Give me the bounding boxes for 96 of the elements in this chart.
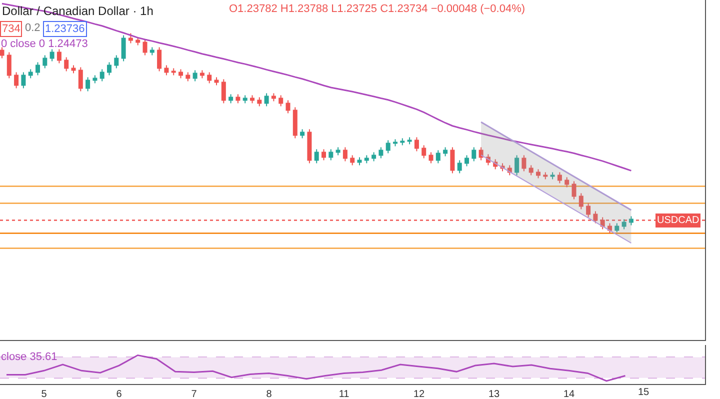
candlestick: [322, 148, 326, 161]
candlestick: [450, 146, 455, 174]
candlestick: [422, 144, 426, 159]
candlestick: [393, 138, 398, 147]
candlestick: [100, 68, 104, 82]
candlestick: [578, 192, 584, 210]
candlestick: [364, 154, 369, 164]
candlestick: [378, 146, 384, 159]
candlestick: [292, 106, 298, 139]
candlestick: [242, 94, 248, 104]
candlestick: [42, 54, 48, 69]
x-tick-label: 6: [116, 389, 122, 399]
candlestick: [572, 180, 576, 200]
candlestick: [121, 34, 126, 62]
candlestick: [528, 164, 534, 176]
candlestick: [171, 68, 176, 76]
candlestick: [436, 150, 440, 164]
candlestick: [386, 140, 390, 154]
candlestick: [228, 94, 234, 104]
candlestick: [50, 48, 54, 62]
x-tick-label: 14: [563, 389, 575, 399]
candlestick: [300, 128, 305, 139]
candlestick: [221, 78, 226, 104]
candlestick: [56, 48, 62, 64]
candlestick: [278, 94, 284, 107]
candlestick: [207, 72, 212, 84]
candlestick: [536, 168, 540, 179]
ref-line-label: USDCAD: [657, 215, 700, 226]
candlestick: [557, 172, 562, 184]
x-tick-label: 12: [413, 389, 425, 399]
candlestick: [543, 172, 548, 180]
annotation: 1.23736: [45, 23, 85, 35]
candlestick: [328, 148, 334, 161]
x-tick-label: 8: [266, 389, 272, 399]
text: O1.23782 H1.23788 L1.23725 C1.23734 −0.00048 (−0.04%): [229, 3, 526, 15]
candlestick: [28, 68, 33, 79]
candlestick: [86, 76, 90, 92]
x-tick-label: 7: [191, 389, 198, 399]
candlestick: [157, 46, 162, 72]
candlestick: [14, 72, 19, 89]
candlestick: [472, 146, 476, 162]
candlestick: [478, 146, 484, 161]
candlestick: [164, 64, 169, 76]
candlestick: [608, 222, 612, 234]
candlestick: [564, 176, 570, 188]
annotation: 0 close 0 1.24473: [1, 38, 88, 50]
candlestick: [114, 54, 119, 69]
candlestick: [307, 128, 312, 164]
candlestick: [336, 146, 340, 156]
x-tick-label: 11: [338, 389, 350, 399]
candlestick: [350, 154, 355, 166]
candlestick: [250, 94, 254, 104]
candlestick: [71, 64, 76, 74]
candlestick: [6, 52, 12, 79]
candlestick: [372, 152, 376, 162]
text: 15: [638, 387, 650, 398]
candlestick: [264, 92, 269, 107]
candlestick: [107, 62, 112, 76]
candlestick: [150, 46, 154, 56]
candlestick: [78, 66, 83, 92]
candlestick: [628, 216, 634, 226]
annotation: close 35.61: [1, 351, 58, 363]
x-tick-label: 13: [488, 389, 500, 399]
candlestick: [286, 100, 290, 114]
candlestick: [271, 92, 276, 102]
candlestick: [586, 202, 591, 218]
candlestick: [400, 138, 405, 146]
candlestick: [136, 36, 140, 46]
candlestick: [236, 94, 240, 104]
candlestick: [142, 38, 148, 56]
candlestick: [64, 56, 69, 72]
candlestick: [414, 136, 419, 152]
candlestick: [464, 154, 469, 167]
candlestick: [428, 152, 434, 164]
candlestick: [342, 146, 348, 162]
candlestick: [92, 74, 98, 84]
candlestick: [457, 160, 462, 174]
candlestick: [36, 62, 40, 76]
candlestick: [357, 156, 362, 166]
candlestick: [522, 154, 526, 172]
candlestick: [200, 70, 204, 79]
candlestick: [314, 148, 319, 164]
annotation: 734: [2, 23, 20, 35]
candlestick: [128, 32, 133, 44]
candlestick: [443, 146, 448, 157]
candlestick: [178, 68, 183, 79]
candlestick: [257, 96, 262, 107]
candlestick: [593, 210, 598, 224]
candlestick: [192, 70, 198, 82]
candlestick: [21, 72, 26, 89]
candlestick: [0, 46, 4, 59]
candlestick: [407, 136, 412, 145]
annotation: 0.2: [25, 22, 40, 34]
x-tick-label: 5: [41, 389, 48, 399]
candlestick: [186, 72, 190, 82]
candlestick: [214, 76, 219, 86]
